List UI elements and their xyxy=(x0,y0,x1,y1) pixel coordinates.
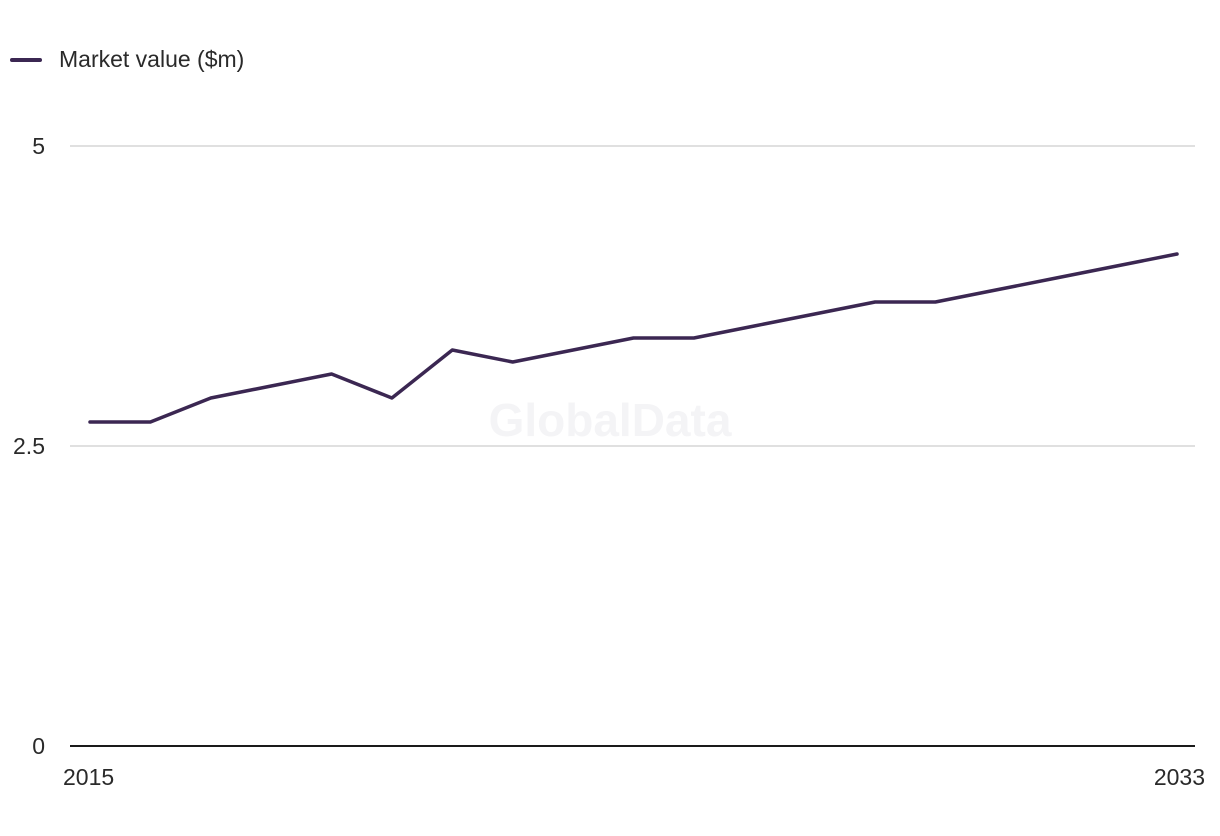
data-point xyxy=(389,395,395,401)
y-tick-label: 2.5 xyxy=(13,433,45,459)
data-point xyxy=(932,299,938,305)
legend-label: Market value ($m) xyxy=(59,46,245,72)
data-point xyxy=(570,347,576,353)
data-point xyxy=(1053,275,1059,281)
y-tick-label: 0 xyxy=(32,733,45,759)
watermark: GlobalData xyxy=(489,394,732,446)
axis-layer: 0 2.5 5 2015 2033 xyxy=(13,133,1205,790)
data-point xyxy=(631,335,637,341)
grid-layer xyxy=(70,145,1195,447)
x-tick-label: 2033 xyxy=(1154,764,1205,790)
series-line-market-value xyxy=(88,252,1179,424)
data-point xyxy=(812,311,818,317)
data-point xyxy=(1114,263,1120,269)
series-layer xyxy=(87,251,1180,425)
x-tick-label: 2015 xyxy=(63,764,114,790)
data-point xyxy=(87,419,93,425)
y-tick-label: 5 xyxy=(32,133,45,159)
data-point xyxy=(147,419,153,425)
data-point xyxy=(268,383,274,389)
legend: Market value ($m) xyxy=(10,46,244,73)
data-point xyxy=(329,371,335,377)
data-point xyxy=(510,359,516,365)
legend-swatch xyxy=(10,57,42,62)
data-point xyxy=(993,287,999,293)
data-point xyxy=(208,395,214,401)
data-point xyxy=(1174,251,1180,257)
data-point xyxy=(449,347,455,353)
data-point xyxy=(751,323,757,329)
data-point xyxy=(872,299,878,305)
data-point xyxy=(691,335,697,341)
